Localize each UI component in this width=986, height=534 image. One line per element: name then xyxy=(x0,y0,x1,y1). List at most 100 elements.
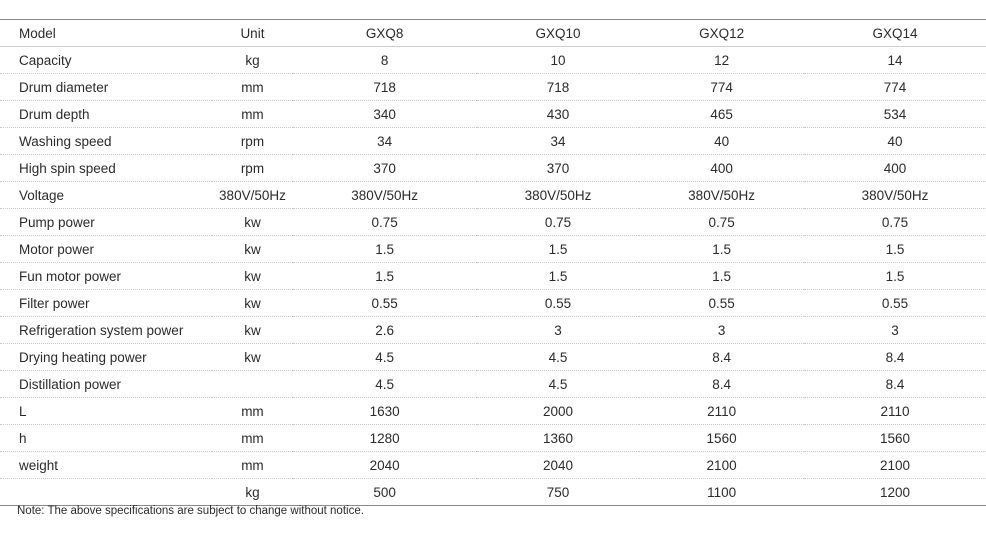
value-gxq10: 430 xyxy=(546,106,570,122)
value-gxq8: 0.55 xyxy=(371,295,398,311)
table-body: Capacity kg 8 10 12 14 Drum diameter mm 718 718 77… xyxy=(0,47,986,506)
row-label: Capacity xyxy=(19,52,72,68)
value-gxq14: 1.5 xyxy=(885,241,905,257)
value-gxq8: 34 xyxy=(377,133,393,149)
value-gxq14: 0.55 xyxy=(881,295,909,311)
specifications-table: Model Unit GXQ8 GXQ10 GXQ12 GXQ14 Capaci… xyxy=(0,19,986,506)
value-gxq10: 1.5 xyxy=(548,268,568,284)
row-label: Distillation power xyxy=(19,376,122,392)
value-gxq8: 2.6 xyxy=(375,322,395,338)
value-gxq14: 14 xyxy=(887,52,903,68)
header-gxq8: GXQ8 xyxy=(365,25,404,41)
value-gxq14: 1200 xyxy=(879,484,910,500)
value-gxq14: 3 xyxy=(891,322,899,338)
table-row: High spin speed rpm 370 370 400 400 xyxy=(0,155,986,182)
row-label: Refrigeration system power xyxy=(19,322,184,338)
value-gxq8: 1.5 xyxy=(375,268,395,284)
value-gxq12: 380V/50Hz xyxy=(688,187,755,203)
value-gxq14: 0.75 xyxy=(881,214,909,230)
row-label: Voltage xyxy=(19,187,65,203)
table-row: weight mm 2040 2040 2100 2100 xyxy=(0,452,986,479)
value-gxq10: 1360 xyxy=(542,430,573,446)
value-gxq12: 0.55 xyxy=(708,295,735,311)
row-unit: mm xyxy=(241,403,264,419)
row-unit xyxy=(212,371,292,398)
value-gxq10: 2040 xyxy=(542,457,573,473)
table-row: h mm 1280 1360 1560 1560 xyxy=(0,425,986,452)
table-row: Filter power kw 0.55 0.55 0.55 0.55 xyxy=(0,290,986,317)
header-model: Model xyxy=(19,25,56,41)
value-gxq10: 34 xyxy=(550,133,566,149)
value-gxq8: 500 xyxy=(373,484,396,500)
value-gxq12: 1560 xyxy=(706,430,737,446)
row-label xyxy=(0,479,212,506)
value-gxq8: 2040 xyxy=(369,457,400,473)
value-gxq14: 1.5 xyxy=(885,268,905,284)
row-unit: mm xyxy=(241,457,264,473)
row-label: h xyxy=(19,430,27,446)
value-gxq12: 40 xyxy=(714,133,730,149)
row-label: Washing speed xyxy=(19,133,112,149)
value-gxq12: 774 xyxy=(710,79,733,95)
row-label: Drum depth xyxy=(19,106,90,122)
row-unit: kw xyxy=(244,241,261,257)
header-gxq12: GXQ12 xyxy=(699,25,745,41)
value-gxq8: 380V/50Hz xyxy=(351,187,419,203)
value-gxq12: 1.5 xyxy=(712,268,731,284)
value-gxq12: 2100 xyxy=(706,457,737,473)
header-gxq10: GXQ10 xyxy=(535,25,581,41)
table-row: Refrigeration system power kw 2.6 3 3 3 xyxy=(0,317,986,344)
value-gxq10: 10 xyxy=(550,52,566,68)
value-gxq12: 8.4 xyxy=(712,349,731,365)
row-label: Filter power xyxy=(19,295,90,311)
value-gxq12: 0.75 xyxy=(708,214,735,230)
table-row: Drum diameter mm 718 718 774 774 xyxy=(0,74,986,101)
row-label: weight xyxy=(19,457,59,473)
row-unit: kw xyxy=(244,214,261,230)
value-gxq14: 8.4 xyxy=(885,376,905,392)
value-gxq14: 380V/50Hz xyxy=(861,187,929,203)
value-gxq14: 2110 xyxy=(880,403,910,419)
table-row: Motor power kw 1.5 1.5 1.5 1.5 xyxy=(0,236,986,263)
value-gxq8: 4.5 xyxy=(375,376,395,392)
row-label: Fun motor power xyxy=(19,268,122,284)
row-label: Drying heating power xyxy=(19,349,147,365)
row-label: L xyxy=(19,403,27,419)
value-gxq12: 1100 xyxy=(707,484,737,500)
table-row: Pump power kw 0.75 0.75 0.75 0.75 xyxy=(0,209,986,236)
value-gxq12: 2110 xyxy=(707,403,737,419)
value-gxq10: 750 xyxy=(546,484,570,500)
row-unit: kw xyxy=(244,295,261,311)
disclaimer-note: Note: The above specifications are subje… xyxy=(17,505,364,517)
value-gxq8: 8 xyxy=(380,52,389,68)
value-gxq10: 4.5 xyxy=(548,349,568,365)
table-row: Drum depth mm 340 430 465 534 xyxy=(0,101,986,128)
table-row: Washing speed rpm 34 34 40 40 xyxy=(0,128,986,155)
value-gxq8: 370 xyxy=(373,160,396,176)
value-gxq12: 8.4 xyxy=(712,376,731,392)
value-gxq14: 1560 xyxy=(879,430,910,446)
value-gxq14: 2100 xyxy=(879,457,910,473)
value-gxq10: 0.75 xyxy=(544,214,572,230)
value-gxq12: 12 xyxy=(714,52,730,68)
table-row: Distillation power 4.5 4.5 8.4 8.4 xyxy=(0,371,986,398)
value-gxq10: 3 xyxy=(554,322,562,338)
value-gxq10: 718 xyxy=(546,79,570,95)
row-unit: kw xyxy=(244,322,261,338)
value-gxq12: 400 xyxy=(710,160,733,176)
value-gxq14: 8.4 xyxy=(885,349,905,365)
value-gxq8: 340 xyxy=(373,106,396,122)
value-gxq14: 40 xyxy=(887,133,903,149)
value-gxq12: 3 xyxy=(717,322,726,338)
value-gxq12: 1.5 xyxy=(712,241,731,257)
value-gxq8: 1280 xyxy=(369,430,400,446)
row-label: Drum diameter xyxy=(19,79,109,95)
value-gxq10: 0.55 xyxy=(544,295,572,311)
value-gxq10: 4.5 xyxy=(548,376,568,392)
value-gxq12: 465 xyxy=(710,106,733,122)
row-unit: kg xyxy=(245,484,260,500)
row-unit: 380V/50Hz xyxy=(219,187,286,203)
row-label: Pump power xyxy=(19,214,95,230)
row-label: High spin speed xyxy=(19,160,116,176)
